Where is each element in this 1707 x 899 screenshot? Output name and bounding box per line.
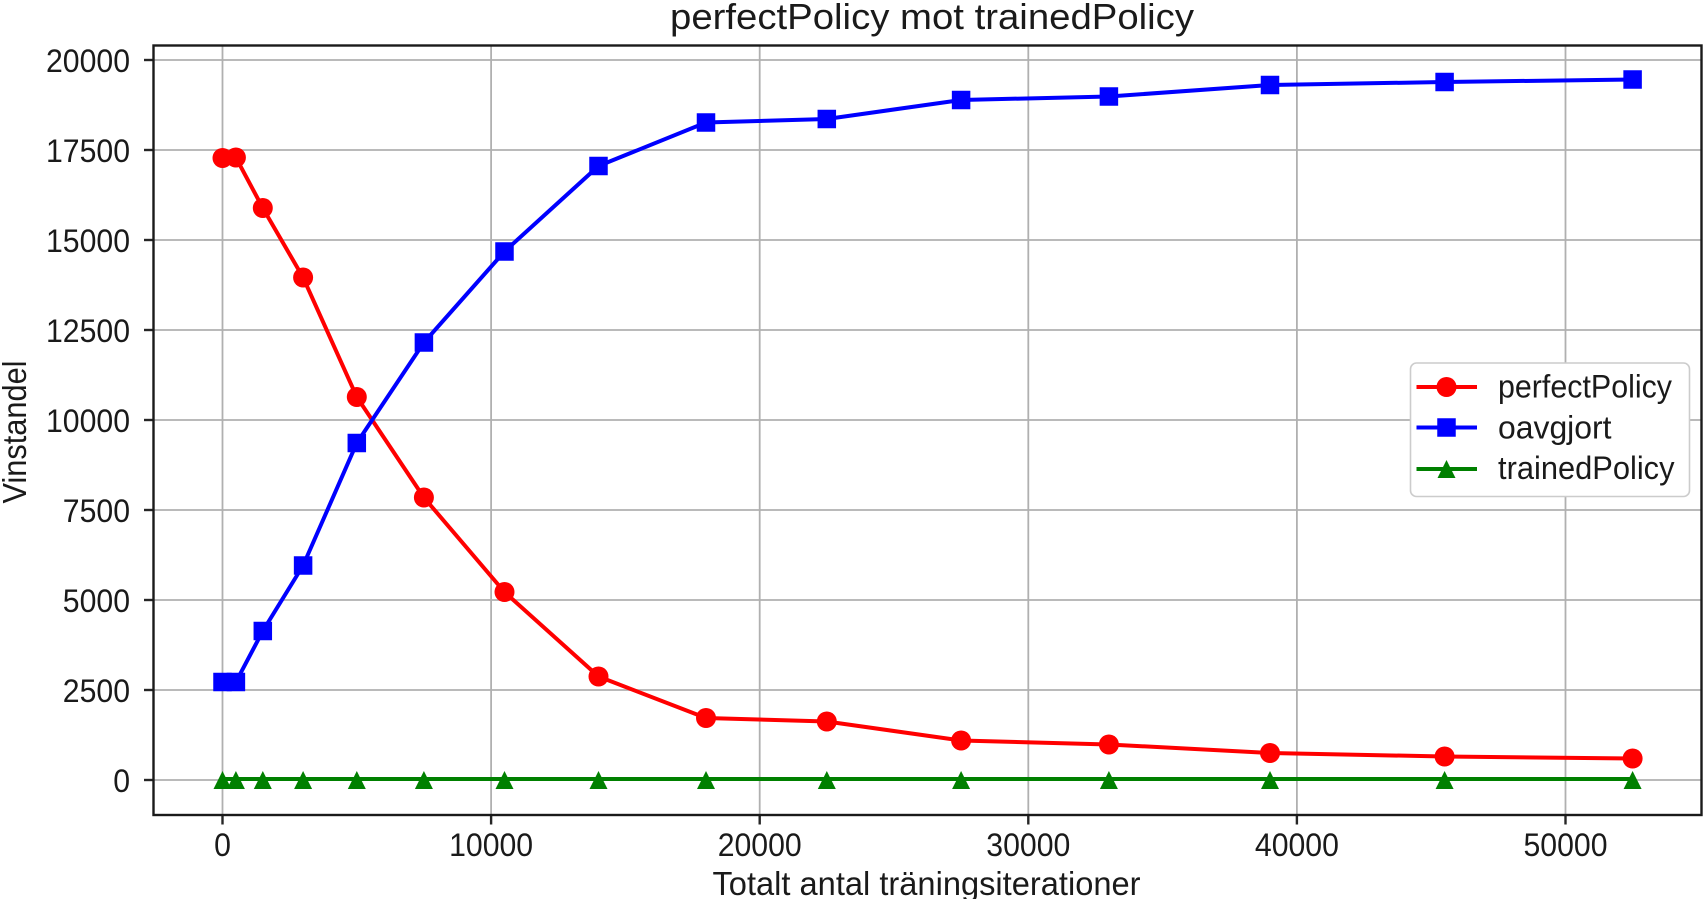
svg-text:perfectPolicy mot trainedPolic: perfectPolicy mot trainedPolicy <box>670 0 1194 37</box>
svg-text:5000: 5000 <box>63 583 130 619</box>
svg-text:0: 0 <box>214 827 231 863</box>
svg-text:7500: 7500 <box>63 493 130 529</box>
svg-text:Totalt antal träningsiteration: Totalt antal träningsiterationer <box>713 865 1141 899</box>
svg-text:20000: 20000 <box>718 827 802 863</box>
svg-text:30000: 30000 <box>986 827 1070 863</box>
svg-text:40000: 40000 <box>1255 827 1339 863</box>
svg-text:trainedPolicy: trainedPolicy <box>1498 450 1675 486</box>
svg-text:0: 0 <box>113 763 130 799</box>
svg-text:17500: 17500 <box>46 133 130 169</box>
svg-text:15000: 15000 <box>46 223 130 259</box>
svg-text:50000: 50000 <box>1524 827 1608 863</box>
svg-text:10000: 10000 <box>449 827 533 863</box>
svg-text:10000: 10000 <box>46 403 130 439</box>
svg-text:perfectPolicy: perfectPolicy <box>1498 368 1672 404</box>
svg-text:2500: 2500 <box>63 673 130 709</box>
svg-text:20000: 20000 <box>46 43 130 79</box>
svg-text:oavgjort: oavgjort <box>1498 410 1612 446</box>
svg-text:12500: 12500 <box>46 313 130 349</box>
svg-text:Vinstandel: Vinstandel <box>0 361 33 504</box>
